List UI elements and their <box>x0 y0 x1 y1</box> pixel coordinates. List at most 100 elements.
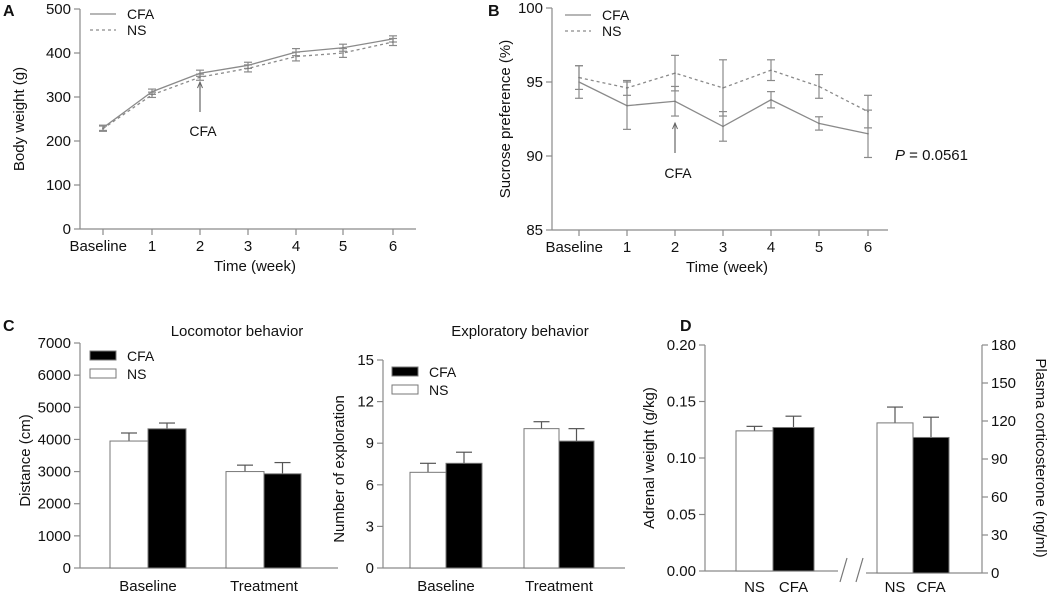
y-tick-label: 90 <box>526 148 543 165</box>
data-point-cfa <box>674 100 676 103</box>
x-tick-label: 1 <box>148 238 156 255</box>
bar-ns <box>876 422 914 574</box>
x-tick-label: 3 <box>244 238 252 255</box>
data-point-cfa <box>867 133 869 135</box>
x-tick-label: 6 <box>389 238 397 255</box>
data-point-ns <box>626 87 628 89</box>
y-tick-label: 2000 <box>38 496 71 513</box>
y-tick-label: 12 <box>357 394 374 411</box>
y-tick-label: 400 <box>46 45 71 62</box>
x-tick-label: 5 <box>339 238 347 255</box>
y-tick-label: 200 <box>46 133 71 150</box>
panel-letter: D <box>680 318 692 335</box>
y-tick-label: 3 <box>366 518 374 535</box>
axis-break-mark <box>855 557 864 583</box>
y-tick-label: 7000 <box>38 335 71 352</box>
legend-label: NS <box>429 382 448 398</box>
x-tick-label: 1 <box>623 239 631 256</box>
y-axis-label: Distance (cm) <box>17 414 34 507</box>
data-point-cfa <box>770 98 772 101</box>
y-tick-label: 180 <box>991 337 1016 354</box>
x-tick-label: Baseline <box>69 238 127 255</box>
y-tick-label: 0.15 <box>667 394 696 411</box>
panel-letter: A <box>3 3 15 20</box>
y-tick-label: 0.00 <box>667 563 696 580</box>
chart-title: Locomotor behavior <box>171 323 304 340</box>
arrowhead-icon <box>672 121 678 130</box>
y-tick-label: 0 <box>63 221 71 238</box>
y-tick-label: 120 <box>991 413 1016 430</box>
y-tick-label: 300 <box>46 89 71 106</box>
data-point-ns <box>102 127 104 130</box>
y-tick-label: 15 <box>357 352 374 369</box>
data-point-ns <box>722 87 724 89</box>
x-tick-label: Treatment <box>230 578 299 595</box>
y-tick-label: 30 <box>991 527 1008 544</box>
data-point-cfa <box>722 125 724 128</box>
legend-label: NS <box>127 22 146 38</box>
x-axis-label: Time (week) <box>214 258 296 275</box>
x-tick-label: Baseline <box>417 578 475 595</box>
bar-cfa-baseline <box>147 428 187 569</box>
x-tick-label: 2 <box>671 239 679 256</box>
legend-label: CFA <box>127 6 155 22</box>
y-tick-label: 90 <box>991 451 1008 468</box>
x-tick-label: Baseline <box>119 578 177 595</box>
axis-break-mark <box>839 557 848 583</box>
x-tick-label: 4 <box>292 238 300 255</box>
data-point-ns <box>392 41 394 43</box>
bar-ns <box>735 430 774 572</box>
x-tick-label: CFA <box>916 579 945 596</box>
p-value: = 0.0561 <box>905 147 968 164</box>
p-symbol: P <box>895 147 905 164</box>
y-axis-label-right: Plasma corticosterone (ng/ml) <box>1032 358 1049 557</box>
data-point-ns <box>151 94 153 96</box>
y-tick-label: 4000 <box>38 431 71 448</box>
x-tick-label: Treatment <box>525 578 594 595</box>
legend-swatch-cfa <box>89 350 117 361</box>
y-tick-label: 0.20 <box>667 337 696 354</box>
bar-cfa-baseline <box>445 462 483 569</box>
legend-swatch-ns <box>391 384 419 395</box>
y-tick-label: 60 <box>991 489 1008 506</box>
legend-label: NS <box>127 366 146 382</box>
p-value-label: P = 0.0561 <box>895 147 968 164</box>
legend-label: CFA <box>602 7 630 23</box>
y-axis-label: Number of exploration <box>331 395 348 543</box>
bar-ns-baseline <box>409 471 447 569</box>
data-point-ns <box>199 76 201 78</box>
data-point-cfa <box>818 122 820 125</box>
y-tick-label: 100 <box>46 177 71 194</box>
bar-ns-treatment <box>225 471 265 569</box>
legend-label: CFA <box>127 348 155 364</box>
legend-label: CFA <box>429 364 457 380</box>
y-tick-label: 0.10 <box>667 450 696 467</box>
y-tick-label: 500 <box>46 1 71 18</box>
y-tick-label: 100 <box>518 0 543 17</box>
y-tick-label: 0 <box>366 560 374 577</box>
x-axis-label: Time (week) <box>686 259 768 276</box>
legend-swatch-ns <box>89 368 117 379</box>
bar-cfa <box>912 436 950 574</box>
y-tick-label: 150 <box>991 375 1016 392</box>
bar-cfa-treatment <box>263 473 302 569</box>
y-tick-label: 1000 <box>38 528 71 545</box>
bar-cfa-treatment <box>558 440 595 569</box>
data-point-ns <box>247 67 249 70</box>
data-point-ns <box>674 72 676 74</box>
annotation-label: CFA <box>189 123 217 139</box>
panel-letter: C <box>3 318 15 335</box>
bar-ns-baseline <box>109 440 149 569</box>
y-tick-label: 6000 <box>38 367 71 384</box>
x-tick-label: 2 <box>196 238 204 255</box>
data-point-ns <box>770 69 772 71</box>
x-tick-label: 4 <box>767 239 775 256</box>
y-tick-label: 5000 <box>38 399 71 416</box>
data-point-ns <box>295 55 297 58</box>
x-tick-label: Baseline <box>545 239 603 256</box>
y-axis-label: Sucrose preference (%) <box>497 40 514 198</box>
y-tick-label: 95 <box>526 74 543 91</box>
series-line-ns <box>102 41 394 130</box>
y-tick-label: 3000 <box>38 464 71 481</box>
